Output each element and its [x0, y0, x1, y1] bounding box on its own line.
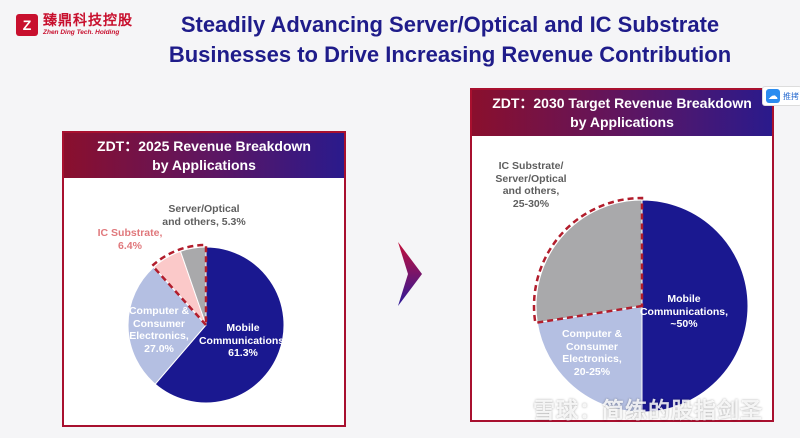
watermark-logo-icon: [505, 398, 527, 420]
logo-name-en: Zhen Ding Tech. Holding: [43, 29, 120, 36]
chart-panel-2030: ZDT：2030 Target Revenue Breakdown by App…: [470, 88, 774, 422]
pie-2030-slice-1: [536, 305, 643, 413]
chart-title-2025: ZDT：2025 Revenue Breakdown by Applicatio…: [64, 133, 344, 178]
logo-text: 臻鼎科技控股 Zhen Ding Tech. Holding: [43, 14, 133, 37]
pie-2025-slice-1: [127, 266, 207, 385]
pie-label-mobile-2030: Mobile Communications, ~50%: [639, 293, 729, 330]
pie-label-server-2025: Server/Optical and others, 5.3%: [162, 203, 246, 228]
watermark-text: 雪球：简练的股指剑圣: [533, 399, 764, 424]
pie-2025-highlight-outline: [150, 243, 208, 329]
cloud-icon: ☁: [766, 89, 780, 103]
logo-name-cn: 臻鼎科技控股: [43, 13, 133, 29]
pie-label-computer-2030: Computer & Consumer Electronics, 20-25%: [561, 328, 623, 378]
slide-title-line2: Businesses to Drive Increasing Revenue C…: [168, 42, 732, 67]
pie-2030-slice-2: [535, 199, 643, 324]
pie-label-mobile-2025: Mobile Communications, 61.3%: [198, 322, 288, 359]
chart-title-2025-line1: ZDT：2025 Revenue Breakdown: [97, 138, 311, 154]
side-share-badge[interactable]: ☁ 推拷: [762, 86, 800, 106]
pie-2030-highlight-outline: [532, 196, 644, 325]
logo-mark-icon: Z: [16, 14, 38, 37]
transition-arrow-icon: [398, 242, 422, 306]
chart-title-2025-line2: by Applications: [152, 157, 256, 173]
chart-title-2030: ZDT：2030 Target Revenue Breakdown by App…: [472, 90, 772, 136]
company-logo: Z 臻鼎科技控股 Zhen Ding Tech. Holding: [16, 14, 133, 37]
chart-title-2030-line1: ZDT：2030 Target Revenue Breakdown: [492, 95, 752, 111]
pie-2030-slice-0: [641, 199, 749, 413]
slide-title: Steadily Advancing Server/Optical and IC…: [130, 10, 770, 70]
chart-panel-2025: ZDT：2025 Revenue Breakdown by Applicatio…: [62, 131, 346, 427]
pie-label-ic-substrate-2025: IC Substrate, 6.4%: [97, 227, 163, 252]
pie-chart-2030: [532, 196, 749, 413]
pie-label-computer-2025: Computer & Consumer Electronics, 27.0%: [128, 305, 190, 355]
chart-title-2030-line2: by Applications: [570, 114, 674, 130]
pie-label-ic-server-2030: IC Substrate/ Server/Optical and others,…: [495, 160, 567, 210]
pie-2025-slice-0: [154, 246, 285, 404]
pie-chart-2025: [127, 243, 285, 404]
watermark: 雪球：简练的股指剑圣: [505, 393, 763, 425]
slide-title-line1: Steadily Advancing Server/Optical and IC…: [180, 12, 720, 37]
side-badge-text: 推拷: [783, 91, 799, 101]
